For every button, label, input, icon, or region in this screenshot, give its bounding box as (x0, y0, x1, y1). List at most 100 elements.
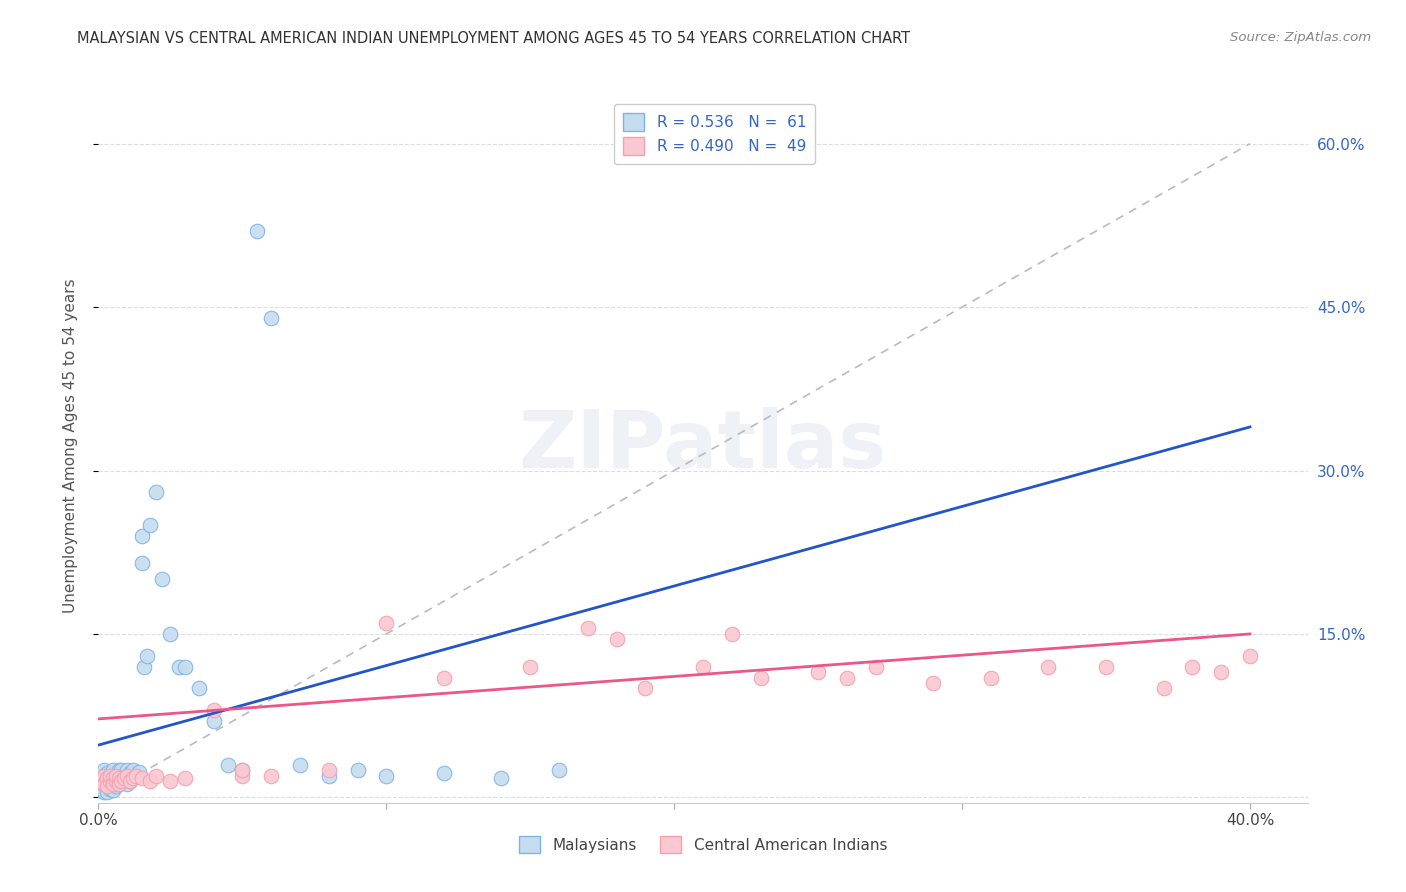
Point (98, 774, 121, 789)
Point (375, 768, 398, 782)
Point (98, 781, 121, 796)
Point (288, 757, 311, 772)
Point (90, 774, 112, 789)
Point (173, 659, 195, 673)
Point (1095, 659, 1118, 673)
Point (90, 781, 112, 796)
Point (231, 763, 253, 777)
Text: MALAYSIAN VS CENTRAL AMERICAN INDIAN UNEMPLOYMENT AMONG AGES 45 TO 54 YEARS CORR: MALAYSIAN VS CENTRAL AMERICAN INDIAN UNE… (77, 31, 911, 46)
Point (131, 529, 153, 543)
Point (188, 681, 211, 696)
Point (110, 771, 132, 785)
Point (122, 771, 145, 785)
Point (1038, 659, 1060, 673)
Point (101, 777, 124, 791)
Point (101, 771, 124, 785)
Point (835, 671, 858, 685)
Point (865, 659, 887, 673)
Point (1153, 681, 1175, 696)
Point (346, 763, 368, 777)
Point (125, 768, 148, 782)
Point (93, 768, 115, 782)
Point (93, 777, 115, 791)
Point (139, 518, 162, 533)
Point (107, 763, 129, 777)
Point (491, 771, 513, 785)
Point (96, 780, 118, 794)
Point (131, 771, 153, 785)
Point (122, 763, 145, 777)
Point (115, 763, 138, 777)
Point (93, 763, 115, 777)
Point (922, 676, 945, 690)
Point (90, 768, 112, 782)
Point (98, 776, 121, 790)
Point (167, 659, 190, 673)
Point (720, 627, 742, 641)
Point (112, 774, 135, 789)
Text: ZIPatlas: ZIPatlas (519, 407, 887, 485)
Point (318, 763, 340, 777)
Point (101, 782, 124, 797)
Point (104, 768, 127, 782)
Point (93, 771, 115, 785)
Point (93, 785, 115, 799)
Point (96, 785, 118, 799)
Point (110, 763, 132, 777)
Point (122, 771, 145, 785)
Point (120, 766, 142, 780)
Point (107, 771, 129, 785)
Point (112, 771, 135, 785)
Point (1239, 648, 1261, 663)
Point (115, 777, 138, 791)
Point (115, 771, 138, 785)
Point (159, 774, 181, 789)
Point (576, 622, 599, 636)
Point (519, 659, 541, 673)
Point (231, 768, 253, 782)
Point (246, 224, 269, 238)
Text: Source: ZipAtlas.com: Source: ZipAtlas.com (1230, 31, 1371, 45)
Point (110, 776, 132, 790)
Point (131, 556, 153, 570)
Point (125, 768, 148, 782)
Point (159, 627, 181, 641)
Point (107, 777, 129, 791)
Point (749, 671, 772, 685)
Point (692, 659, 714, 673)
Point (980, 671, 1002, 685)
Point (136, 648, 159, 663)
Point (104, 780, 127, 794)
Point (145, 485, 167, 500)
Point (150, 573, 173, 587)
Point (1211, 665, 1233, 679)
Point (139, 774, 162, 789)
Point (93, 777, 115, 791)
Point (112, 768, 135, 782)
Point (202, 703, 225, 717)
Point (98, 768, 121, 782)
Point (318, 768, 340, 782)
Y-axis label: Unemployment Among Ages 45 to 54 years: Unemployment Among Ages 45 to 54 years (63, 278, 77, 614)
Legend: Malaysians, Central American Indians: Malaysians, Central American Indians (513, 830, 893, 859)
Point (606, 632, 628, 647)
Point (104, 768, 127, 782)
Point (231, 763, 253, 777)
Point (96, 771, 118, 785)
Point (634, 681, 657, 696)
Point (375, 615, 398, 630)
Point (120, 774, 142, 789)
Point (548, 763, 571, 777)
Point (96, 780, 118, 794)
Point (90, 774, 112, 789)
Point (98, 768, 121, 782)
Point (433, 671, 456, 685)
Point (110, 774, 132, 789)
Point (145, 768, 167, 782)
Point (260, 310, 283, 325)
Point (260, 768, 283, 782)
Point (173, 771, 195, 785)
Point (104, 774, 127, 789)
Point (96, 774, 118, 789)
Point (107, 777, 129, 791)
